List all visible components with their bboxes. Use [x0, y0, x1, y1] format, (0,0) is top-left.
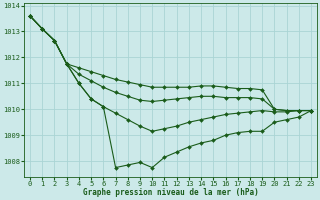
- X-axis label: Graphe pression niveau de la mer (hPa): Graphe pression niveau de la mer (hPa): [83, 188, 259, 197]
